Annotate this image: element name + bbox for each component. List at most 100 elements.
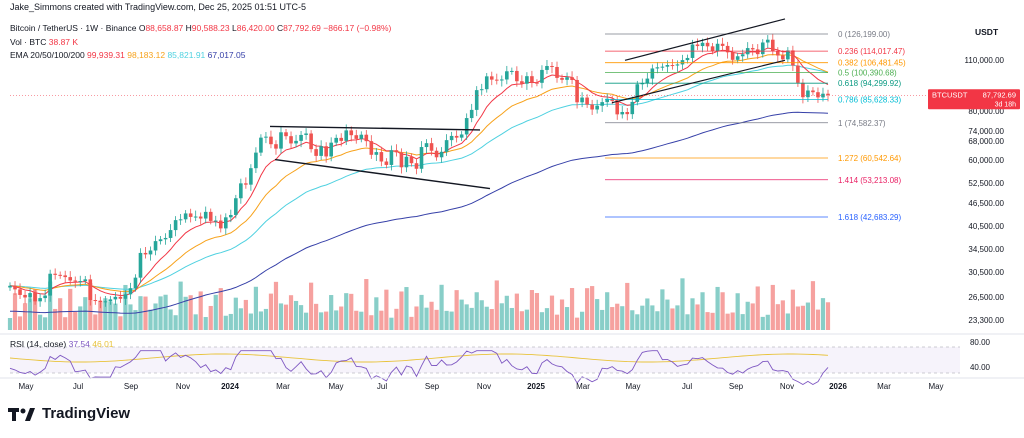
volume-bar: [213, 294, 218, 330]
volume-bar: [615, 303, 620, 330]
candle-body: [705, 42, 710, 47]
candle-body: [133, 277, 138, 289]
ema20-value: 99,939.31: [87, 50, 125, 60]
currency-label: USDT: [975, 27, 999, 37]
volume-bar: [123, 284, 128, 330]
volume-bar: [268, 293, 274, 330]
volume-bar: [389, 317, 394, 330]
time-tick-label: Mar: [877, 382, 891, 391]
volume-bar: [780, 300, 785, 330]
volume-bar: [53, 308, 58, 330]
rsi-legend[interactable]: RSI (14, close) 37.54 46.01: [10, 339, 114, 349]
volume-bar: [574, 317, 580, 330]
candle-body: [384, 161, 389, 165]
candle-body: [88, 279, 93, 301]
volume-bar: [585, 288, 590, 330]
fib-level-label: 0 (126,199.00): [838, 30, 890, 39]
candle-body: [469, 109, 474, 119]
volume-bar: [610, 307, 615, 330]
volume-bar: [43, 317, 48, 330]
candle-body: [806, 90, 810, 98]
volume-bar: [770, 284, 775, 330]
volume-bar: [765, 314, 770, 330]
ema100-value: 85,821.91: [167, 50, 206, 60]
volume-bar: [293, 300, 299, 330]
fib-level-label: 1 (74,582.37): [838, 119, 886, 128]
volume-bar: [243, 299, 248, 330]
candle-body: [123, 294, 128, 299]
volume-bar: [559, 299, 565, 330]
volume-bar: [625, 282, 630, 330]
volume-bar: [820, 298, 826, 330]
candle-body: [710, 46, 715, 52]
candle-body: [98, 300, 103, 302]
volume-bar: [158, 296, 163, 330]
time-tick-label: Nov: [477, 382, 491, 391]
price-tick-label: 34,500.00: [968, 245, 1004, 254]
fib-level-label: 0.382 (106,481.45): [838, 59, 906, 68]
tradingview-logo-icon: [8, 407, 35, 421]
candle-body: [304, 133, 308, 135]
volume-bar: [298, 305, 304, 330]
volume-bar: [409, 316, 414, 330]
rsi-label: RSI (14, close): [10, 339, 67, 349]
candle-body: [289, 136, 293, 144]
change-value: −866.17 (−0.98%): [323, 23, 392, 33]
candle-body: [479, 89, 484, 91]
volume-bar: [173, 315, 178, 330]
candle-body: [53, 273, 57, 275]
ema20-line: [9, 47, 829, 297]
candle-body: [103, 301, 108, 303]
volume-bar: [590, 286, 595, 330]
volume-bar: [645, 298, 650, 330]
tradingview-logo[interactable]: TradingView: [8, 405, 130, 422]
time-tick-label: Nov: [780, 382, 794, 391]
volume-bar: [58, 298, 63, 330]
volume-bar: [685, 314, 690, 330]
volume-bar: [153, 303, 158, 330]
candle-body: [223, 217, 228, 229]
volume-bar: [394, 308, 399, 330]
volume-bar: [374, 297, 379, 330]
ema-legend[interactable]: EMA 20/50/100/200 99,939.31 98,183.12 85…: [10, 50, 245, 60]
rsi-value: 37.54: [68, 339, 90, 349]
price-tick-label: 46,500.00: [968, 199, 1004, 208]
candle-body: [615, 100, 620, 115]
price-tick-label: 52,500.00: [968, 179, 1004, 188]
candle-body: [454, 135, 459, 138]
volume-bar: [203, 317, 208, 330]
last-price-tag: [928, 89, 1020, 110]
volume-bar: [73, 312, 78, 330]
high-label: H: [185, 23, 192, 33]
candle-body: [284, 132, 288, 137]
candle-body: [429, 143, 434, 151]
volume-bar: [263, 308, 269, 330]
volume-bar: [83, 297, 88, 330]
rsi-ma-value: 46.01: [92, 339, 114, 349]
volume-bar: [499, 303, 504, 330]
volume-bar: [369, 315, 374, 330]
rsi-tick-label: 80.00: [970, 338, 991, 347]
candle-body: [43, 295, 47, 299]
volume-bar: [464, 304, 469, 330]
volume-legend[interactable]: Vol · BTC 38.87 K: [10, 37, 78, 47]
volume-bar: [354, 310, 359, 330]
candle-body: [424, 143, 429, 148]
channel-lower-line-2024: [274, 158, 491, 190]
candle-body: [474, 90, 479, 110]
volume-bar: [93, 314, 98, 330]
time-tick-label: May: [18, 382, 33, 391]
symbol-legend[interactable]: Bitcoin / TetherUS · 1W · Binance O88,65…: [10, 23, 391, 33]
volume-bar: [805, 302, 811, 330]
rsi-band: [10, 347, 960, 373]
volume-bar: [334, 310, 339, 330]
rsi-ma-line: [9, 353, 829, 363]
candle-body: [369, 141, 374, 155]
time-tick-label: May: [328, 382, 343, 391]
candle-body: [389, 150, 394, 165]
rsi-line: [9, 350, 829, 386]
volume-bar: [620, 306, 625, 330]
candle-body: [494, 79, 499, 81]
volume-bar: [705, 312, 710, 330]
